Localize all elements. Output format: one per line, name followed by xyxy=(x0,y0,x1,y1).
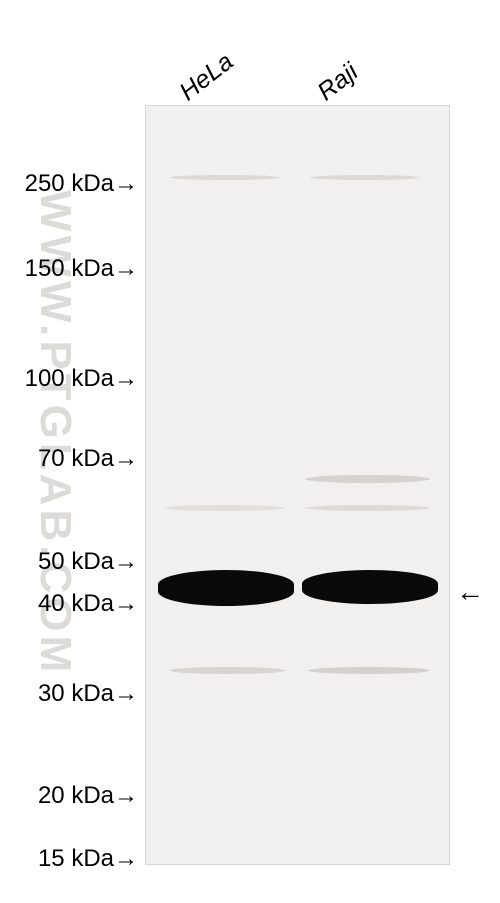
marker-250kda: 250 kDa→ xyxy=(25,170,138,198)
faint-band xyxy=(310,175,420,180)
blot-membrane xyxy=(145,105,450,865)
faint-band xyxy=(308,667,430,674)
lane-label-hela: HeLa xyxy=(174,47,239,107)
faint-band xyxy=(305,475,430,483)
faint-band xyxy=(170,175,280,180)
marker-100kda: 100 kDa→ xyxy=(25,365,138,393)
faint-band xyxy=(165,505,285,511)
marker-20kda: 20 kDa→ xyxy=(38,782,138,810)
marker-150kda: 150 kDa→ xyxy=(25,255,138,283)
faint-band xyxy=(305,505,430,511)
faint-band xyxy=(170,667,285,674)
lane-label-raji: Raji xyxy=(312,58,364,107)
band-indicator-arrow-icon: ← xyxy=(456,576,484,608)
marker-70kda: 70 kDa→ xyxy=(38,445,138,473)
marker-30kda: 30 kDa→ xyxy=(38,680,138,708)
main-band-raji xyxy=(302,570,438,604)
marker-50kda: 50 kDa→ xyxy=(38,548,138,576)
main-band-hela xyxy=(158,570,294,606)
marker-40kda: 40 kDa→ xyxy=(38,590,138,618)
marker-15kda: 15 kDa→ xyxy=(38,845,138,873)
